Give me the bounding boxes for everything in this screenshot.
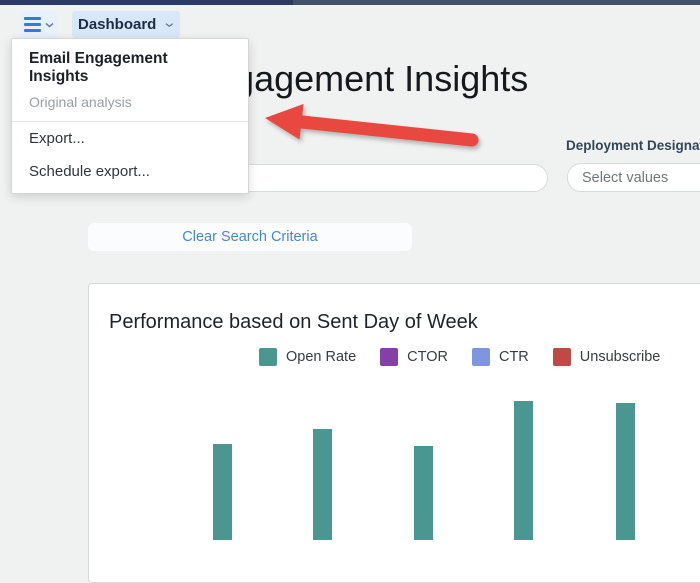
hamburger-menu-button[interactable] — [20, 11, 57, 38]
legend-label: Unsubscribe — [579, 349, 661, 365]
arrow-shaft — [295, 115, 479, 147]
legend-label: CTOR — [407, 349, 448, 365]
clear-search-criteria-button[interactable]: Clear Search Criteria — [88, 223, 412, 251]
legend-swatch — [380, 348, 399, 366]
deployment-select-input[interactable]: Select values — [567, 163, 700, 192]
legend-swatch — [471, 348, 490, 366]
menu-analysis-subtitle: Original analysis — [29, 94, 132, 110]
top-strip-right-segment — [293, 0, 700, 5]
chart-card: Performance based on Sent Day of Week Op… — [88, 283, 700, 583]
dropdown-menu: Email Engagement Insights Original analy… — [11, 38, 249, 194]
legend-item[interactable]: CTR — [471, 348, 529, 366]
chart-title: Performance based on Sent Day of Week — [109, 311, 478, 333]
menu-analysis-title: Email Engagement Insights — [29, 50, 168, 85]
dashboard-button[interactable]: Dashboard — [72, 11, 180, 38]
dashboard-label: Dashboard — [78, 16, 157, 33]
window-top-strip — [0, 0, 700, 5]
top-strip-left-segment — [0, 0, 293, 5]
legend-swatch — [259, 348, 277, 366]
arrow-head — [265, 104, 304, 140]
hamburger-icon — [23, 17, 41, 32]
menu-header: Email Engagement Insights Original analy… — [12, 39, 248, 121]
menu-item-schedule-export[interactable]: Schedule export... — [29, 163, 150, 180]
legend-item[interactable]: CTOR — [380, 348, 448, 366]
chevron-down-icon — [165, 22, 174, 27]
deployment-designation-label: Deployment Designation — [566, 138, 700, 153]
legend-swatch — [552, 348, 571, 366]
legend-item[interactable]: Open Rate — [259, 348, 356, 366]
legend-label: Open Rate — [286, 349, 357, 365]
legend-item[interactable]: Unsubscribe — [552, 348, 661, 366]
deployment-select-placeholder: Select values — [582, 169, 669, 186]
legend-label: CTR — [498, 349, 529, 365]
menu-item-export[interactable]: Export... — [29, 130, 85, 147]
menu-divider — [12, 121, 248, 122]
chart-legend: Open Rate CTOR CTR Unsubscribe — [259, 348, 660, 366]
chevron-down-icon — [45, 22, 53, 27]
